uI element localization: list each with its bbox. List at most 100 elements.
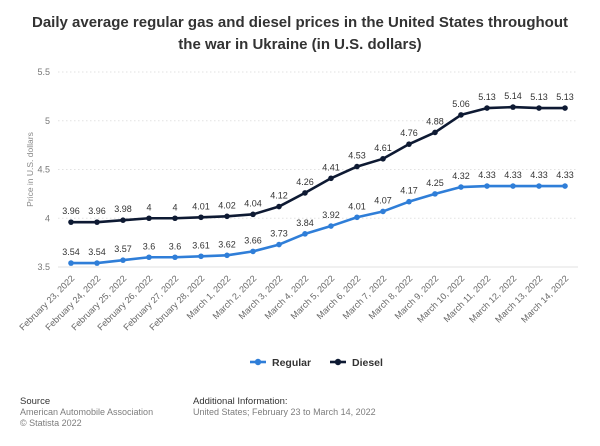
data-point-regular xyxy=(276,241,282,248)
data-label-regular: 3.57 xyxy=(114,244,132,254)
data-label-diesel: 4.12 xyxy=(270,191,288,201)
data-label-diesel: 4.01 xyxy=(192,201,210,211)
data-label-diesel: 5.13 xyxy=(530,92,548,102)
data-label-diesel: 3.96 xyxy=(88,206,106,216)
data-point-diesel xyxy=(458,112,464,118)
data-label-diesel: 3.98 xyxy=(114,204,132,214)
data-point-diesel xyxy=(120,217,126,223)
series-line-regular xyxy=(71,184,565,265)
data-point-diesel xyxy=(224,213,230,220)
data-label-regular: 3.84 xyxy=(296,218,314,228)
data-point-regular xyxy=(250,248,256,255)
source-block: Source American Automobile Association ©… xyxy=(20,396,153,429)
data-label-regular: 4.33 xyxy=(556,170,574,180)
data-point-regular xyxy=(380,208,386,215)
chart-title: Daily average regular gas and diesel pri… xyxy=(32,14,568,53)
data-label-diesel: 5.13 xyxy=(556,92,574,102)
data-point-diesel xyxy=(68,219,74,225)
data-point-regular xyxy=(510,183,516,189)
data-point-diesel xyxy=(172,215,178,222)
y-tick-label: 5 xyxy=(45,116,50,126)
data-label-regular: 3.54 xyxy=(62,247,80,257)
statista-copyright[interactable]: © Statista 2022 xyxy=(20,418,82,428)
data-label-diesel: 4.76 xyxy=(400,128,418,138)
legend-marker-diesel xyxy=(334,358,342,366)
data-label-regular: 4.33 xyxy=(530,170,548,180)
legend-marker-regular xyxy=(254,358,262,366)
data-label-regular: 3.62 xyxy=(218,239,236,249)
data-point-diesel xyxy=(562,105,568,111)
data-label-regular: 4.32 xyxy=(452,171,470,181)
data-point-diesel xyxy=(146,215,152,222)
data-label-diesel: 4 xyxy=(146,202,151,212)
data-point-regular xyxy=(224,252,230,259)
data-label-regular: 4.25 xyxy=(426,178,444,188)
data-label-regular: 4.01 xyxy=(348,201,366,211)
data-label-diesel: 4.04 xyxy=(244,198,262,208)
data-label-regular: 3.73 xyxy=(270,229,288,239)
data-point-regular xyxy=(94,260,100,266)
data-label-diesel: 5.13 xyxy=(478,92,496,102)
data-point-regular xyxy=(198,253,204,260)
data-label-diesel: 4.41 xyxy=(322,162,340,172)
data-point-diesel xyxy=(328,175,334,182)
data-point-regular xyxy=(302,231,308,237)
y-tick-label: 3.5 xyxy=(37,262,50,272)
data-label-diesel: 5.06 xyxy=(452,99,470,109)
data-point-regular xyxy=(146,254,152,261)
y-tick-label: 4 xyxy=(45,213,50,223)
data-point-diesel xyxy=(484,105,490,111)
data-label-regular: 3.6 xyxy=(143,241,156,251)
data-point-diesel xyxy=(354,163,360,170)
data-label-diesel: 4.53 xyxy=(348,151,366,161)
data-point-diesel xyxy=(510,104,516,110)
data-label-regular: 4.33 xyxy=(504,170,522,180)
data-point-regular xyxy=(354,214,360,221)
data-label-diesel: 5.14 xyxy=(504,91,522,101)
source-heading: Source xyxy=(20,396,51,407)
data-point-regular xyxy=(328,223,334,229)
data-point-diesel xyxy=(302,190,308,196)
additional-info-block: Additional Information: United States; F… xyxy=(193,396,376,418)
data-label-diesel: 3.96 xyxy=(62,206,80,216)
data-label-diesel: 4.26 xyxy=(296,177,314,187)
data-point-diesel xyxy=(406,141,412,147)
series-line-diesel xyxy=(71,105,565,224)
data-point-diesel xyxy=(380,155,386,162)
data-point-diesel xyxy=(432,129,438,136)
data-label-regular: 4.17 xyxy=(400,186,418,196)
data-point-diesel xyxy=(94,219,100,225)
data-label-diesel: 4.61 xyxy=(374,143,392,153)
data-label-regular: 3.61 xyxy=(192,240,210,250)
data-label-diesel: 4 xyxy=(172,202,177,212)
data-label-regular: 3.54 xyxy=(88,247,106,257)
data-point-regular xyxy=(562,183,568,189)
additional-info-text: United States; February 23 to March 14, … xyxy=(193,407,376,417)
data-point-diesel xyxy=(198,214,204,221)
data-point-diesel xyxy=(536,105,542,111)
data-label-regular: 4.33 xyxy=(478,170,496,180)
data-point-regular xyxy=(120,257,126,263)
data-point-regular xyxy=(458,184,464,190)
data-point-diesel xyxy=(250,211,256,218)
data-label-regular: 4.07 xyxy=(374,195,392,205)
legend-label-diesel[interactable]: Diesel xyxy=(352,357,383,369)
data-point-regular xyxy=(484,183,490,189)
additional-info-heading: Additional Information: xyxy=(193,396,288,407)
data-point-diesel xyxy=(276,203,282,210)
data-point-regular xyxy=(406,198,412,205)
source-name[interactable]: American Automobile Association xyxy=(20,407,154,417)
data-label-diesel: 4.88 xyxy=(426,116,444,126)
data-label-regular: 3.66 xyxy=(244,235,262,245)
y-tick-label: 4.5 xyxy=(37,165,50,175)
data-point-regular xyxy=(536,183,542,189)
data-label-regular: 3.92 xyxy=(322,210,340,220)
y-axis-label: Price in U.S. dollars xyxy=(25,132,35,207)
data-point-regular xyxy=(68,260,74,266)
y-tick-label: 5.5 xyxy=(37,67,50,77)
legend-label-regular[interactable]: Regular xyxy=(272,357,311,369)
data-point-regular xyxy=(172,254,178,261)
data-point-regular xyxy=(432,191,438,197)
data-label-regular: 3.6 xyxy=(169,241,182,251)
